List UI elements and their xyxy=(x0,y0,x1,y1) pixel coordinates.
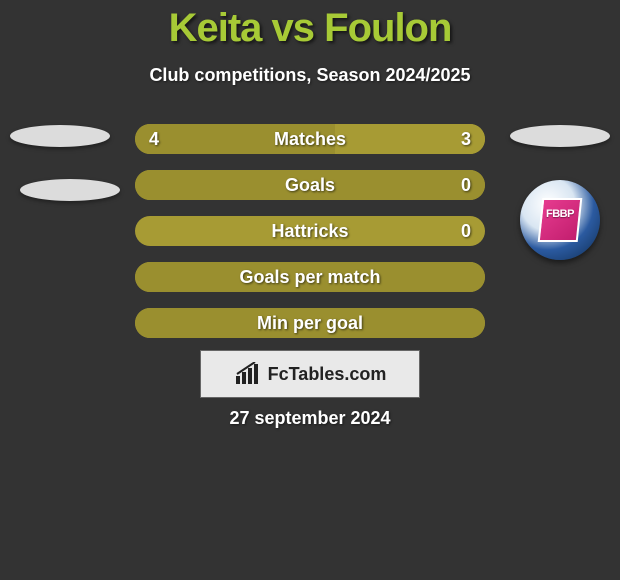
stat-value-right: 0 xyxy=(461,170,471,200)
player1-avatar xyxy=(10,125,110,147)
watermark-text: FcTables.com xyxy=(268,364,387,385)
stat-row: Goals0 xyxy=(135,170,485,200)
footer-date: 27 september 2024 xyxy=(0,408,620,429)
player1-club-badge xyxy=(20,179,120,201)
title-vs: vs xyxy=(272,6,315,50)
watermark: FcTables.com xyxy=(200,350,420,398)
stat-label: Goals xyxy=(135,170,485,200)
player1-name: Keita xyxy=(169,6,262,50)
player2-name: Foulon xyxy=(324,6,451,50)
stat-value-left: 4 xyxy=(149,124,159,154)
page-title: Keita vs Foulon xyxy=(0,0,620,51)
stat-row: Matches4 3 xyxy=(135,124,485,154)
stat-row: Min per goal xyxy=(135,308,485,338)
stat-value-right: 0 xyxy=(461,216,471,246)
comparison-bars: Matches43Goals0Hattricks0Goals per match… xyxy=(135,124,485,354)
player2-avatar xyxy=(510,125,610,147)
club-badge-shape xyxy=(538,198,583,242)
bar-chart-icon xyxy=(234,362,262,386)
stat-row: Goals per match xyxy=(135,262,485,292)
stat-label: Matches xyxy=(135,124,485,154)
stat-label: Goals per match xyxy=(135,262,485,292)
stat-label: Hattricks xyxy=(135,216,485,246)
subtitle: Club competitions, Season 2024/2025 xyxy=(0,65,620,86)
stat-row: Hattricks0 xyxy=(135,216,485,246)
club-badge-label: FBBP xyxy=(546,208,574,220)
stat-value-right: 3 xyxy=(461,124,471,154)
player2-club-badge: FBBP xyxy=(520,180,600,260)
stat-label: Min per goal xyxy=(135,308,485,338)
